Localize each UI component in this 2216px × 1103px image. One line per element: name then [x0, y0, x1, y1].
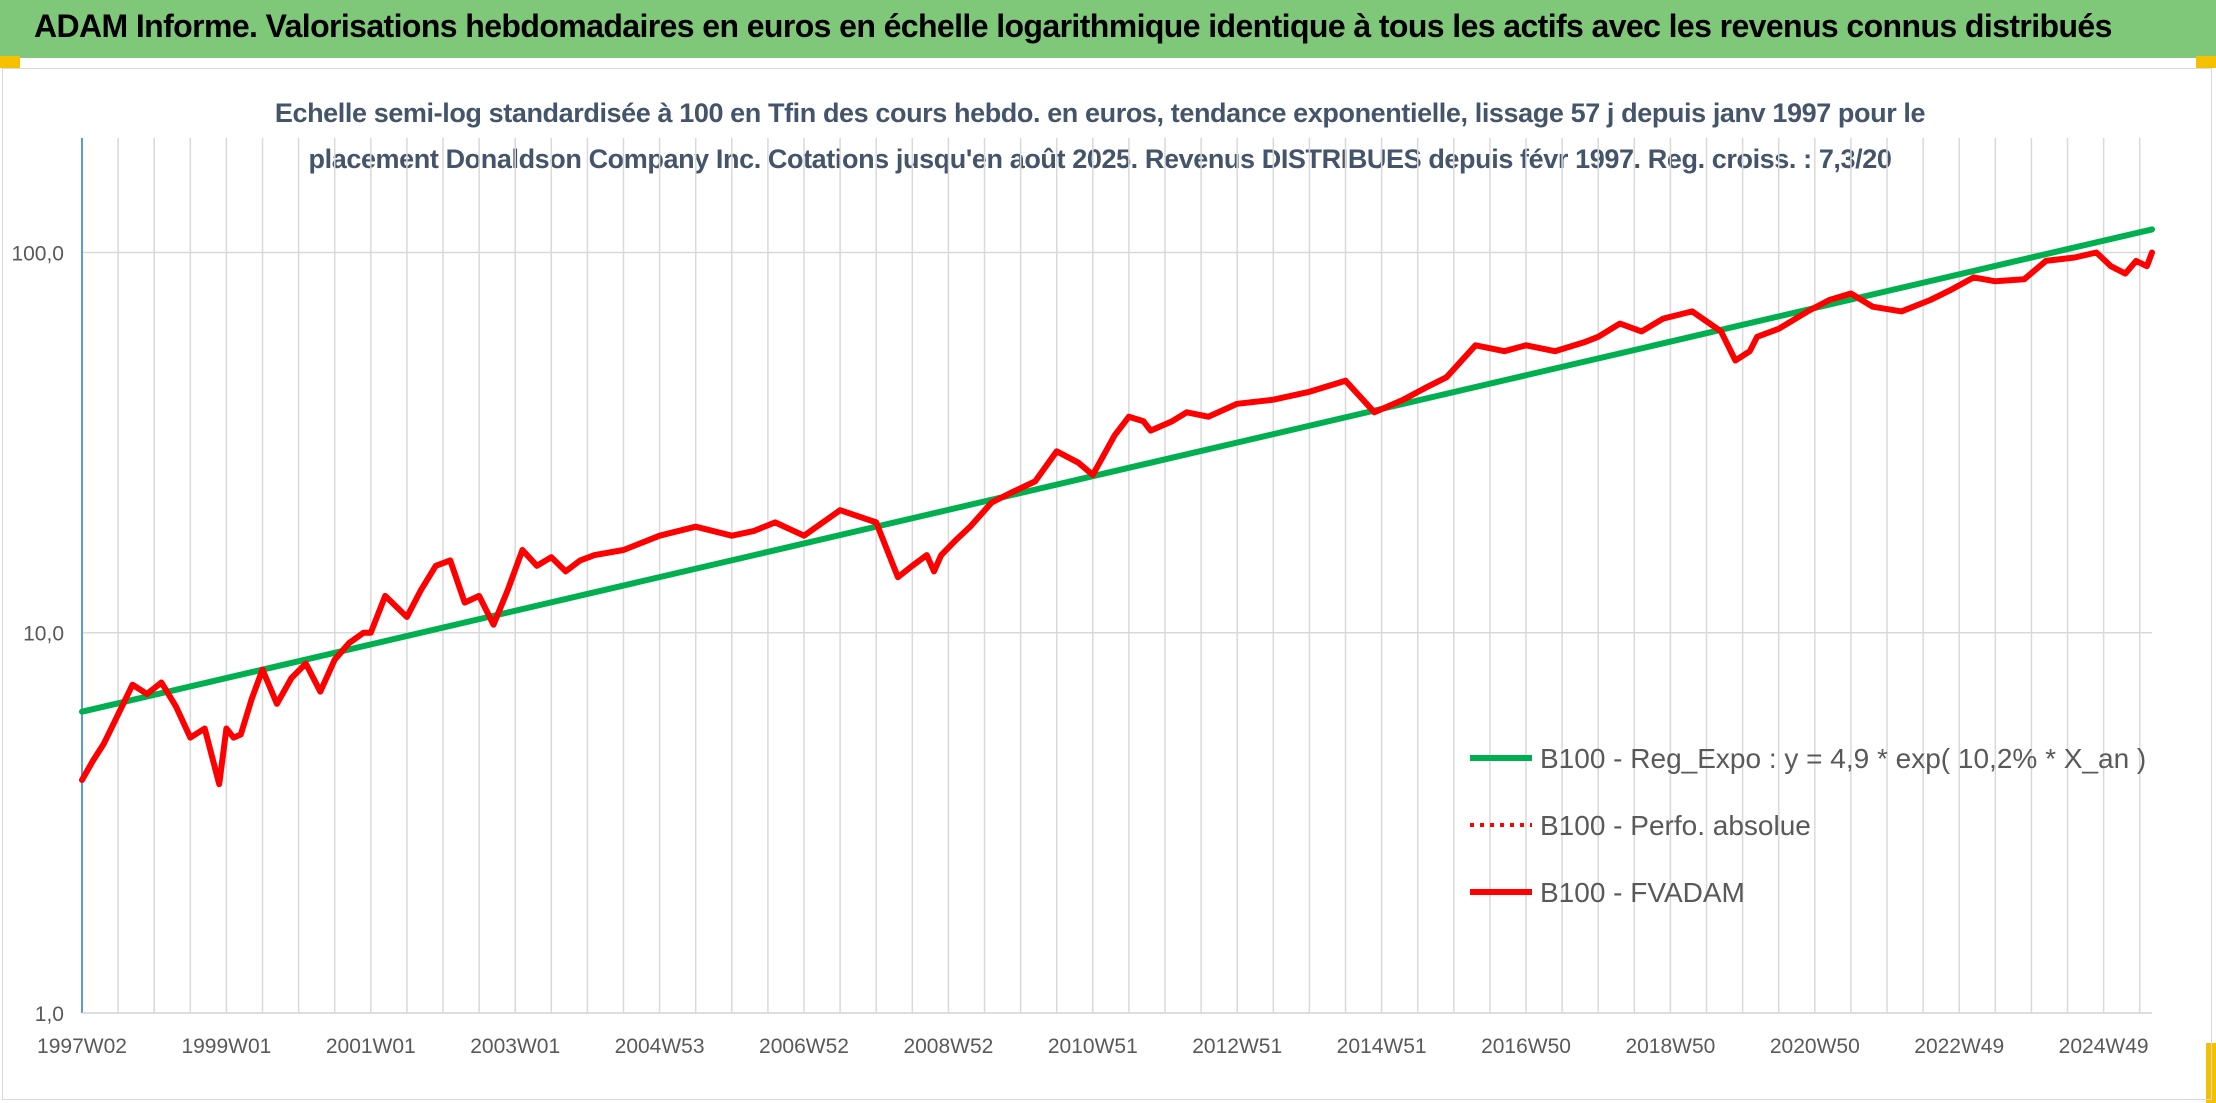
x-tick-label: 2008W52 — [903, 1035, 993, 1058]
legend-label-0: B100 - Reg_Expo : y = 4,9 * exp( 10,2% *… — [1540, 743, 2146, 774]
chart-title-line-2: placement Donaldson Company Inc. Cotatio… — [308, 144, 1892, 174]
x-tick-label: 2022W49 — [1914, 1035, 2004, 1058]
series-line-2 — [79, 249, 2155, 788]
x-tick-label: 2016W50 — [1481, 1035, 1571, 1058]
y-tick-label: 100,0 — [11, 242, 64, 265]
x-tick-label: 2012W51 — [1192, 1035, 1282, 1058]
legend-label-1: B100 - Perfo. absolue — [1540, 810, 1811, 841]
x-tick-label: 2020W50 — [1770, 1035, 1860, 1058]
y-tick-label: 1,0 — [35, 1003, 64, 1026]
x-tick-label: 2010W51 — [1048, 1035, 1138, 1058]
x-tick-label: 2001W01 — [326, 1035, 416, 1058]
header-banner — [0, 0, 2216, 58]
page-title: ADAM Informe. Valorisations hebdomadaire… — [34, 8, 2112, 44]
corner-marker-right — [2196, 56, 2216, 68]
x-tick-label: 2018W50 — [1625, 1035, 1715, 1058]
chart-title-line-1: Echelle semi-log standardisée à 100 en T… — [274, 98, 1926, 128]
x-tick-label: 1997W02 — [37, 1035, 127, 1058]
corner-marker-left — [0, 56, 20, 68]
x-tick-label: 2003W01 — [470, 1035, 560, 1058]
x-tick-label: 2024W49 — [2059, 1035, 2149, 1058]
series-line-0 — [79, 226, 2155, 715]
chart-frame — [2, 68, 2212, 1100]
x-tick-label: 2006W52 — [759, 1035, 849, 1058]
y-tick-label: 10,0 — [23, 623, 64, 646]
x-tick-label: 1999W01 — [181, 1035, 271, 1058]
x-tick-label: 2004W53 — [615, 1035, 705, 1058]
x-tick-label: 2014W51 — [1337, 1035, 1427, 1058]
legend-label-2: B100 - FVADAM — [1540, 877, 1745, 908]
